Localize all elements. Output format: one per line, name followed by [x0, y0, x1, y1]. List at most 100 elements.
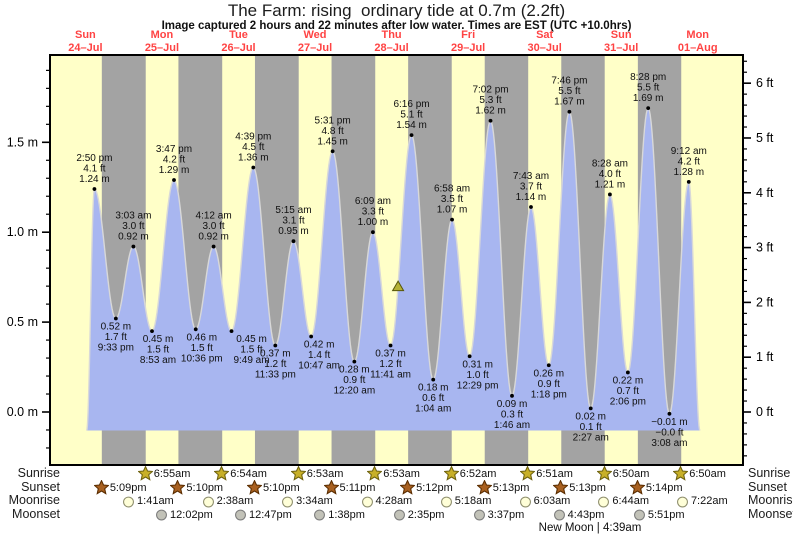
- high-tide-label-line: 1.24 m: [79, 174, 110, 185]
- sunrise-time: 6:50am: [612, 467, 650, 480]
- high-tide-label-line: 2:50 pm: [76, 153, 112, 164]
- sunset-time: 5:10pm: [262, 481, 300, 494]
- low-tide-label-line: 3:08 am: [651, 438, 687, 449]
- high-tide-label-line: 1.62 m: [475, 106, 506, 117]
- sunrise-time: 6:53am: [306, 467, 344, 480]
- day-date-label: 27–Jul: [298, 42, 332, 54]
- high-tide-label-line: 1.54 m: [396, 120, 427, 131]
- day-date-label: 31–Jul: [604, 42, 638, 54]
- high-tide-label-line: 1.21 m: [595, 179, 626, 190]
- tide-event-dot: [510, 393, 514, 398]
- high-tide-label-line: 0.92 m: [198, 232, 229, 243]
- low-tide-label-line: 12:20 am: [333, 386, 375, 397]
- tide-event-dot: [131, 244, 136, 249]
- tide-event-dot: [291, 239, 296, 244]
- low-tide-label-line: 0.9 ft: [343, 375, 365, 386]
- low-tide-label-line: 11:41 am: [370, 369, 411, 380]
- tide-event-dot: [172, 178, 176, 182]
- moonset-circle-icon: [235, 509, 246, 521]
- low-tide-label-line: 12:29 pm: [457, 380, 499, 391]
- low-tide-label-line: 0.45 m: [236, 334, 267, 345]
- plot-border: [49, 54, 744, 466]
- tide-event-dot: [567, 109, 572, 114]
- moonset-circle-icon: [156, 509, 167, 521]
- sunrise-star-icon: [673, 466, 689, 481]
- tide-event-dot: [273, 343, 278, 348]
- sunrise-time: 6:50am: [689, 467, 726, 480]
- moonset-circle-icon: [314, 509, 326, 521]
- sunrise-event: 6:52am: [443, 466, 496, 481]
- sunrise-star-icon: [290, 466, 306, 481]
- sunset-star-icon: [400, 480, 416, 495]
- right-axis-label: 0 ft: [756, 405, 774, 419]
- moonset-event: 12:47pm: [233, 507, 292, 522]
- sunrise-star-icon: [214, 466, 230, 481]
- low-tide-label-line: 9:49 am: [233, 355, 269, 366]
- moonrise-time: 6:44am: [612, 495, 650, 507]
- sunrise-star-icon: [520, 466, 536, 481]
- tide-event-dot: [450, 217, 454, 222]
- tide-event-dot: [431, 377, 436, 382]
- sunset-star-icon: [246, 480, 262, 495]
- left-axis-label: 1.5 m: [7, 135, 38, 149]
- tide-event-dot: [646, 106, 651, 111]
- tide-event-dot: [371, 230, 375, 235]
- high-tide-label-line: 3:47 pm: [156, 144, 192, 155]
- low-tide-label-line: 0.22 m: [613, 375, 644, 386]
- tide-event-dot: [352, 359, 357, 364]
- day-name-label: Tue: [229, 29, 248, 41]
- sunrise-star-icon: [137, 466, 153, 481]
- low-tide-label-line: 0.1 ft: [580, 422, 602, 433]
- low-tide-label-line: −0.0 ft: [655, 427, 683, 438]
- sunset-row-label-left: Sunset: [21, 480, 60, 494]
- moonrise-circle-icon: [519, 496, 531, 507]
- high-tide-label-line: 1.29 m: [159, 165, 190, 176]
- low-tide-label-line: 1:18 pm: [531, 389, 567, 400]
- sunrise-time: 6:53am: [383, 467, 420, 480]
- low-tide-label-line: 0.7 ft: [617, 386, 639, 397]
- sunrise-time: 6:54am: [230, 467, 267, 480]
- low-tide-label-line: −0.01 m: [651, 417, 687, 428]
- sunset-star-icon: [629, 480, 645, 495]
- day-name-label: Mon: [686, 29, 709, 41]
- high-tide-label-line: 5.5 ft: [637, 83, 659, 94]
- moonset-time: 5:51pm: [647, 508, 685, 521]
- tide-event-dot: [330, 149, 335, 154]
- right-axis-label: 2 ft: [756, 295, 774, 309]
- low-tide-label-line: 1.4 ft: [308, 350, 330, 361]
- low-tide-label-line: 1.7 ft: [105, 332, 127, 343]
- tide-event-dot: [150, 329, 154, 333]
- sunset-star-icon: [93, 480, 109, 495]
- moonrise-time: 3:34am: [296, 495, 333, 507]
- sunrise-row-label-left: Sunrise: [17, 466, 60, 480]
- high-tide-label-line: 1.00 m: [358, 217, 389, 228]
- low-tide-label-line: 2:27 am: [573, 432, 609, 443]
- tide-event-dot: [113, 316, 118, 321]
- moonrise-time: 4:28am: [375, 495, 413, 507]
- day-name-label: Sat: [536, 29, 553, 41]
- right-axis-label: 4 ft: [756, 186, 774, 200]
- day-name-label: Thu: [381, 29, 401, 41]
- high-tide-label-line: 4.2 ft: [678, 156, 700, 167]
- sunrise-star-icon: [443, 466, 459, 481]
- moonset-time: 2:35pm: [407, 508, 445, 521]
- moonset-circle-icon: [235, 509, 246, 521]
- low-tide-label-line: 0.26 m: [533, 368, 564, 379]
- moonset-circle-icon: [633, 509, 645, 521]
- left-axis-label: 0.0 m: [7, 405, 38, 419]
- high-tide-label-line: 1.28 m: [673, 167, 704, 178]
- moonset-circle-icon: [314, 509, 326, 521]
- sunset-event: 5:13pm: [553, 480, 606, 495]
- moonrise-event: 7:22am: [675, 494, 728, 509]
- sunrise-event: 6:53am: [367, 466, 420, 481]
- moonrise-event: 4:28am: [360, 494, 413, 509]
- moonset-row-label-right: Moonset: [748, 507, 793, 521]
- tide-event-dot: [529, 205, 533, 209]
- sunset-event: 5:12pm: [400, 480, 453, 495]
- sunset-event: 5:11pm: [323, 480, 375, 495]
- high-tide-label-line: 0.92 m: [118, 232, 149, 243]
- high-tide-label-line: 5.1 ft: [400, 110, 422, 121]
- high-tide-label-line: 5.5 ft: [558, 86, 580, 97]
- low-tide-label-line: 0.37 m: [260, 348, 291, 359]
